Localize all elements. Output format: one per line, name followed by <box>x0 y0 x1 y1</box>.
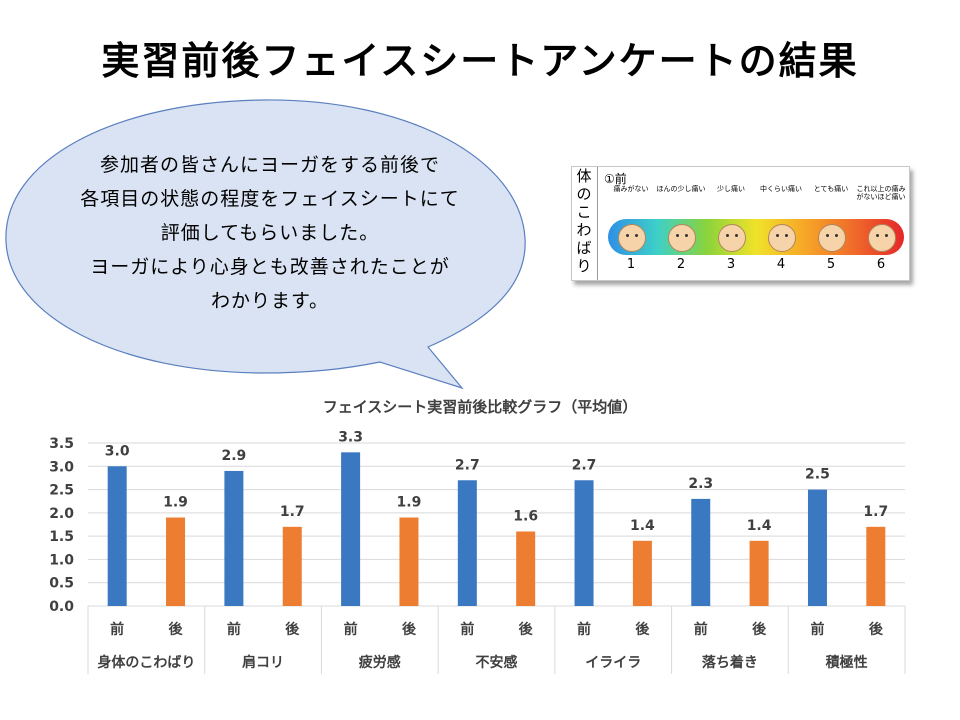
face-scale-image: 体 の こ わ ば り ①前 痛みがない ほんの少し痛い 少し痛い 中くらい痛い… <box>571 166 910 281</box>
y-tick-label: 1.0 <box>49 552 74 568</box>
bar-after <box>282 526 302 606</box>
bar-before <box>574 480 594 606</box>
x-category-label: 身体のこわばり <box>97 654 195 671</box>
y-tick-label: 2.0 <box>49 506 74 522</box>
y-tick-label: 3.0 <box>49 459 74 475</box>
data-label: 1.9 <box>163 495 188 511</box>
x-sub-label: 後 <box>519 621 534 638</box>
bubble-line: 評価してもらいました。 <box>160 222 380 244</box>
x-category-label: イライラ <box>585 655 641 671</box>
bar-before <box>691 498 711 606</box>
x-category-label: 不安感 <box>476 654 518 671</box>
face-desc: 痛みがない <box>613 185 649 193</box>
x-category-label: 積極性 <box>825 654 868 671</box>
face-num: 4 <box>776 257 786 272</box>
bar-before <box>807 489 827 606</box>
face-num: 2 <box>676 257 686 272</box>
data-label: 1.4 <box>630 518 655 534</box>
bar-after <box>749 540 769 606</box>
face-desc: これ以上の痛みがないほど痛い <box>856 185 906 201</box>
y-tick-label: 0.5 <box>49 576 74 592</box>
bar-after <box>632 540 652 606</box>
side-char: こ <box>576 203 592 221</box>
face-scale-step-label: ①前 <box>604 172 627 186</box>
x-category-label: 落ち着き <box>702 654 758 671</box>
bar-before <box>341 452 361 606</box>
y-tick-label: 3.5 <box>49 436 74 452</box>
x-sub-label: 後 <box>285 621 300 638</box>
bubble-line: ヨーガにより心身とも改善されたことが <box>90 256 450 278</box>
side-char: の <box>576 185 592 203</box>
bar-before <box>224 470 244 606</box>
bar-after <box>516 531 536 606</box>
face-desc: とても痛い <box>813 185 849 193</box>
x-sub-label: 前 <box>110 621 124 638</box>
page-title: 実習前後フェイスシートアンケートの結果 <box>101 39 859 83</box>
chart-title: フェイスシート実習前後比較グラフ（平均値） <box>323 398 638 416</box>
x-sub-label: 後 <box>752 621 767 638</box>
data-label: 2.7 <box>455 457 480 473</box>
x-sub-label: 前 <box>344 621 358 638</box>
bar-chart: フェイスシート実習前後比較グラフ（平均値） 0.0 0.5 1.0 1.5 2.0 2.5 3… <box>49 398 906 674</box>
bubble-text: 参加者の皆さんにヨーガをする前後で 各項目の状態の程度をフェイスシートにて 評価… <box>20 148 520 318</box>
bar-after <box>399 517 419 606</box>
bar-before <box>107 466 127 606</box>
bubble-line: 参加者の皆さんにヨーガをする前後で <box>99 154 440 176</box>
worried-face-icon <box>768 224 796 252</box>
side-char: ば <box>576 239 592 257</box>
x-sub-label: 前 <box>694 621 708 638</box>
bar-after <box>166 517 186 606</box>
x-sub-label: 後 <box>169 621 184 638</box>
side-char: 体 <box>576 167 592 185</box>
data-label: 3.3 <box>338 429 363 445</box>
slight-smile-face-icon <box>668 224 696 252</box>
data-label: 2.9 <box>221 448 246 464</box>
data-label: 1.9 <box>397 495 422 511</box>
data-label: 2.3 <box>688 476 713 492</box>
x-sub-label: 前 <box>460 621 474 638</box>
side-char: り <box>576 257 592 275</box>
data-label: 3.0 <box>105 443 130 459</box>
data-label: 2.5 <box>805 467 830 483</box>
face-scale-side-label: 体 の こ わ ば り <box>574 167 594 275</box>
smiling-face-icon <box>618 224 646 252</box>
bubble-line: わかります。 <box>210 290 330 312</box>
pained-face-icon <box>818 224 846 252</box>
bar-after <box>866 526 886 606</box>
x-sub-label: 後 <box>402 621 417 638</box>
y-tick-label: 2.5 <box>49 483 74 499</box>
face-num: 5 <box>826 257 836 272</box>
face-scale-divider <box>597 167 598 280</box>
side-char: わ <box>576 221 592 239</box>
bar-before <box>457 480 477 606</box>
x-sub-label: 後 <box>869 621 884 638</box>
face-num: 3 <box>726 257 736 272</box>
data-label: 2.7 <box>572 457 597 473</box>
x-category-label: 疲労感 <box>359 654 401 671</box>
data-label: 1.7 <box>280 504 305 520</box>
face-desc: 少し痛い <box>717 185 745 193</box>
x-sub-label: 前 <box>227 621 241 638</box>
data-label: 1.4 <box>747 518 772 534</box>
speech-bubble <box>5 99 526 390</box>
face-scale-gradient <box>608 219 904 255</box>
neutral-face-icon <box>718 224 746 252</box>
crying-face-icon <box>868 224 896 252</box>
x-sub-label: 前 <box>810 621 824 638</box>
bubble-line: 各項目の状態の程度をフェイスシートにて <box>80 188 460 210</box>
face-desc: ほんの少し痛い <box>656 185 706 193</box>
face-num: 6 <box>876 257 886 272</box>
x-category-label: 肩コリ <box>242 654 284 671</box>
data-label: 1.7 <box>863 504 888 520</box>
face-desc: 中くらい痛い <box>760 185 802 193</box>
x-sub-label: 前 <box>577 621 591 638</box>
x-sub-label: 後 <box>635 621 650 638</box>
data-label: 1.6 <box>513 508 538 524</box>
face-num: 1 <box>626 257 636 272</box>
y-tick-label: 0.0 <box>49 599 74 615</box>
y-tick-label: 1.5 <box>49 529 74 545</box>
